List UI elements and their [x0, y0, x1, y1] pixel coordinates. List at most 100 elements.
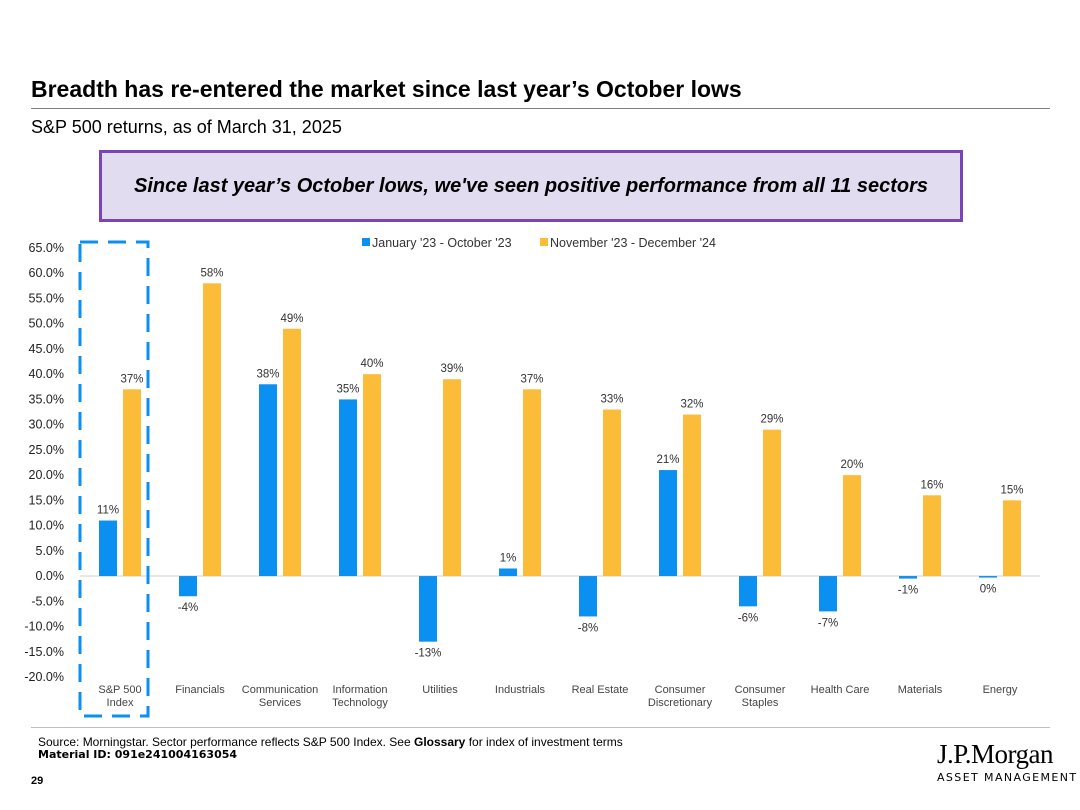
- x-category-label: Staples: [742, 697, 779, 709]
- data-label: 0%: [980, 584, 997, 596]
- callout-text: Since last year’s October lows, we've se…: [134, 174, 928, 197]
- data-label: 16%: [920, 479, 943, 491]
- y-tick-label: 20.0%: [29, 468, 64, 482]
- x-category-label: Consumer: [655, 684, 706, 696]
- bar-jan23-oct23: [419, 576, 437, 642]
- data-label: 37%: [120, 373, 143, 385]
- data-label: 21%: [656, 454, 679, 466]
- data-label: 35%: [336, 383, 359, 395]
- data-label: 1%: [500, 552, 517, 564]
- data-label: 32%: [680, 399, 703, 411]
- y-tick-label: 25.0%: [29, 443, 64, 457]
- bar-nov23-dec24: [603, 409, 621, 577]
- page-number: 29: [31, 775, 44, 787]
- y-tick-label: 15.0%: [29, 493, 64, 507]
- bar-jan23-oct23: [99, 520, 117, 577]
- bar-nov23-dec24: [523, 389, 541, 577]
- y-tick-label: 45.0%: [29, 342, 64, 356]
- y-tick-label: 0.0%: [36, 569, 65, 583]
- bar-jan23-oct23: [179, 576, 197, 597]
- data-label: 33%: [600, 394, 623, 406]
- bar-jan23-oct23: [979, 576, 997, 578]
- x-category-label: Energy: [983, 684, 1018, 696]
- legend-swatch: [362, 238, 370, 246]
- bar-jan23-oct23: [819, 576, 837, 612]
- legend-label: November '23 - December '24: [550, 236, 716, 250]
- bar-nov23-dec24: [843, 475, 861, 577]
- y-tick-label: 40.0%: [29, 367, 64, 381]
- data-label: 15%: [1000, 484, 1023, 496]
- data-label: 49%: [280, 313, 303, 325]
- x-category-label: Discretionary: [648, 697, 713, 709]
- x-category-label: Materials: [898, 684, 943, 696]
- page-subtitle: S&P 500 returns, as of March 31, 2025: [31, 117, 342, 137]
- y-tick-label: -15.0%: [24, 645, 64, 659]
- x-category-label: Technology: [332, 697, 388, 709]
- callout-box: Since last year’s October lows, we've se…: [99, 150, 963, 222]
- y-tick-label: 60.0%: [29, 266, 64, 280]
- bar-nov23-dec24: [283, 328, 301, 577]
- page-title: Breadth has re-entered the market since …: [31, 76, 742, 102]
- x-category-label: Communication: [242, 684, 318, 696]
- data-label: -13%: [415, 648, 442, 660]
- y-tick-label: 55.0%: [29, 291, 64, 305]
- y-tick-label: -20.0%: [24, 670, 64, 684]
- logo-subtitle: ASSET MANAGEMENT: [937, 771, 1078, 784]
- data-label: 37%: [520, 373, 543, 385]
- data-label: 58%: [200, 267, 223, 279]
- data-label: 39%: [440, 363, 463, 375]
- x-category-label: Index: [107, 697, 134, 709]
- glossary-link[interactable]: Glossary: [413, 735, 466, 749]
- title-divider: [31, 108, 1050, 109]
- bar-jan23-oct23: [499, 568, 517, 577]
- bar-nov23-dec24: [1003, 500, 1021, 577]
- bar-nov23-dec24: [763, 429, 781, 577]
- bar-nov23-dec24: [683, 414, 701, 577]
- y-tick-label: 30.0%: [29, 418, 64, 432]
- y-tick-label: 65.0%: [29, 241, 64, 255]
- bar-jan23-oct23: [659, 470, 677, 577]
- y-tick-label: 5.0%: [36, 544, 65, 558]
- y-tick-label: -10.0%: [24, 620, 64, 634]
- x-category-label: Information: [332, 684, 387, 696]
- data-label: 20%: [840, 459, 863, 471]
- bar-jan23-oct23: [339, 399, 357, 577]
- y-tick-label: -5.0%: [31, 594, 64, 608]
- bar-nov23-dec24: [203, 283, 221, 577]
- source-note: Source: Morningstar. Sector performance …: [38, 735, 623, 749]
- highlight-box: [78, 240, 150, 718]
- y-tick-label: 35.0%: [29, 392, 64, 406]
- legend-swatch: [540, 238, 548, 246]
- data-label: 38%: [256, 368, 279, 380]
- data-label: 29%: [760, 414, 783, 426]
- x-category-label: S&P 500: [98, 684, 141, 696]
- x-category-label: Financials: [175, 684, 225, 696]
- x-category-label: Utilities: [422, 684, 458, 696]
- data-label: 11%: [97, 505, 119, 517]
- legend-label: January '23 - October '23: [372, 236, 512, 250]
- bar-nov23-dec24: [123, 389, 141, 577]
- data-label: -7%: [818, 617, 838, 629]
- source-text-suffix: for index of investment terms: [465, 735, 623, 749]
- data-label: -1%: [898, 585, 918, 597]
- data-label: -4%: [178, 602, 198, 614]
- y-tick-label: 10.0%: [29, 519, 64, 533]
- x-category-label: Consumer: [735, 684, 786, 696]
- y-tick-label: 50.0%: [29, 317, 64, 331]
- x-category-label: Real Estate: [572, 684, 629, 696]
- data-label: -8%: [578, 622, 598, 634]
- x-category-label: Health Care: [811, 684, 870, 696]
- footer-divider: [31, 727, 1050, 728]
- bar-jan23-oct23: [579, 576, 597, 617]
- logo-brand: J.P.Morgan: [937, 739, 1054, 769]
- x-category-label: Industrials: [495, 684, 546, 696]
- x-category-label: Services: [259, 697, 302, 709]
- bar-jan23-oct23: [259, 384, 277, 577]
- source-text: Source: Morningstar. Sector performance …: [38, 735, 414, 749]
- material-id: Material ID: 091e241004163054: [38, 748, 238, 761]
- bar-jan23-oct23: [899, 576, 917, 579]
- bar-nov23-dec24: [363, 374, 381, 577]
- jpmorgan-logo: J.P.Morgan ASSET MANAGEMENT: [937, 739, 1078, 784]
- data-label: -6%: [738, 612, 758, 624]
